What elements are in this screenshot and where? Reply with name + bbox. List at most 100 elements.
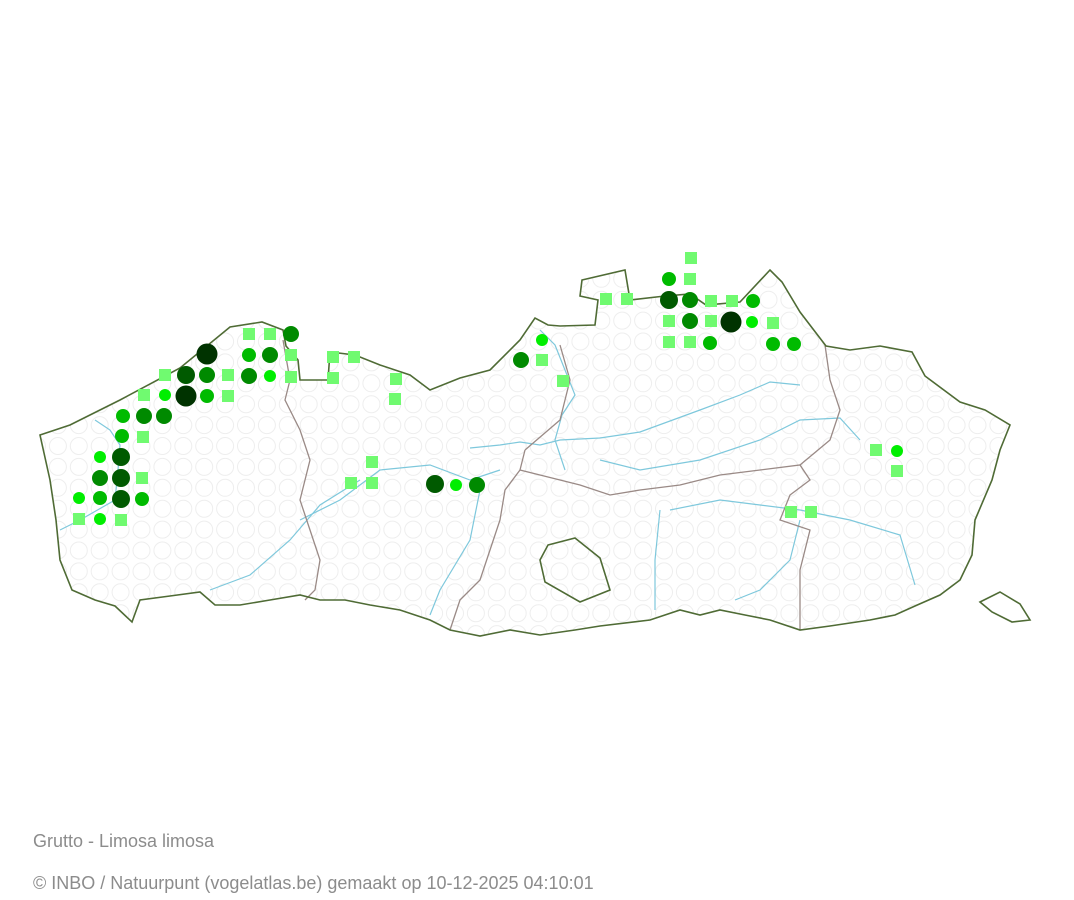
empty-cell xyxy=(696,541,715,560)
empty-cell xyxy=(843,541,862,560)
empty-cell xyxy=(989,290,1008,309)
square-marker xyxy=(805,506,817,518)
empty-cell xyxy=(905,604,924,623)
empty-cell xyxy=(278,499,297,518)
empty-cell xyxy=(69,290,88,309)
empty-cell xyxy=(405,229,422,246)
empty-cell xyxy=(383,520,402,539)
empty-cell xyxy=(404,416,423,435)
empty-cell xyxy=(613,437,632,455)
empty-cell xyxy=(321,229,338,246)
empty-cell xyxy=(362,416,381,435)
empty-cell xyxy=(132,353,151,372)
empty-cell xyxy=(153,499,172,518)
empty-cell xyxy=(905,478,924,497)
distribution-map xyxy=(39,229,1049,637)
empty-cell xyxy=(634,395,653,414)
square-marker xyxy=(348,351,360,363)
empty-cell xyxy=(801,374,820,393)
empty-cell xyxy=(571,353,590,372)
empty-cell xyxy=(947,457,966,476)
empty-cell xyxy=(717,583,736,602)
empty-cell xyxy=(550,562,569,581)
empty-cell xyxy=(948,229,965,246)
empty-cell xyxy=(864,520,882,539)
empty-cell xyxy=(843,270,862,288)
empty-cell xyxy=(154,249,171,266)
empty-cell xyxy=(278,562,297,581)
empty-cell xyxy=(592,583,611,602)
empty-cell xyxy=(320,395,339,414)
empty-cell xyxy=(383,290,402,309)
empty-cell xyxy=(278,541,297,560)
empty-cell xyxy=(989,374,1008,393)
empty-cell xyxy=(738,395,757,414)
empty-cell xyxy=(989,625,1008,636)
empty-cell xyxy=(153,290,172,309)
empty-cell xyxy=(383,625,402,636)
empty-cell xyxy=(947,353,966,372)
empty-cell xyxy=(174,457,193,476)
empty-cell xyxy=(132,332,151,351)
empty-cell xyxy=(174,478,193,497)
square-marker xyxy=(159,369,171,381)
observation-markers xyxy=(73,252,903,526)
empty-cell xyxy=(801,332,820,351)
empty-cell xyxy=(717,457,736,476)
flanders-border xyxy=(39,268,1011,637)
square-marker xyxy=(285,371,297,383)
empty-cell xyxy=(466,270,485,288)
empty-cell xyxy=(989,541,1008,560)
empty-cell xyxy=(989,395,1008,414)
empty-cell xyxy=(195,562,214,581)
empty-cell xyxy=(69,270,88,288)
empty-cell xyxy=(843,353,862,372)
empty-cell xyxy=(697,229,714,246)
province-border xyxy=(449,469,521,631)
empty-cell xyxy=(864,311,882,330)
empty-cell xyxy=(780,311,799,330)
empty-cell xyxy=(153,270,172,288)
empty-cell xyxy=(780,583,799,602)
empty-cell xyxy=(572,229,589,246)
empty-cell xyxy=(801,583,820,602)
empty-cell xyxy=(341,374,360,393)
empty-cell xyxy=(153,437,172,455)
abundance-circle-class-1 xyxy=(159,389,171,401)
empty-cell xyxy=(425,583,444,602)
empty-cell xyxy=(383,499,402,518)
empty-cell xyxy=(49,249,66,266)
empty-cell xyxy=(195,625,214,636)
empty-cell xyxy=(278,416,297,435)
empty-cell xyxy=(216,332,235,351)
empty-cell xyxy=(738,416,757,435)
empty-cell xyxy=(362,541,381,560)
empty-cell xyxy=(843,332,862,351)
empty-cell xyxy=(989,520,1008,539)
empty-cell xyxy=(592,270,611,288)
empty-cell xyxy=(383,478,402,497)
square-marker xyxy=(684,336,696,348)
empty-cell xyxy=(634,520,653,539)
empty-cell xyxy=(968,332,987,351)
empty-cell xyxy=(571,583,590,602)
empty-cell xyxy=(571,332,590,351)
empty-cell xyxy=(362,332,381,351)
empty-cell xyxy=(132,290,151,309)
empty-cell xyxy=(1032,542,1049,559)
empty-cell xyxy=(947,604,966,623)
empty-cell xyxy=(196,249,213,266)
empty-cell xyxy=(550,290,569,309)
empty-cell xyxy=(467,249,484,266)
empty-cell xyxy=(1032,500,1049,517)
empty-cell xyxy=(279,229,296,246)
empty-cell xyxy=(383,541,402,560)
empty-cell xyxy=(613,374,632,393)
empty-cell xyxy=(864,625,882,636)
empty-cell xyxy=(216,353,235,372)
empty-cell xyxy=(717,332,736,351)
empty-cell xyxy=(487,290,506,309)
empty-cell xyxy=(634,478,653,497)
province-border xyxy=(524,344,571,451)
empty-cell xyxy=(425,625,444,636)
